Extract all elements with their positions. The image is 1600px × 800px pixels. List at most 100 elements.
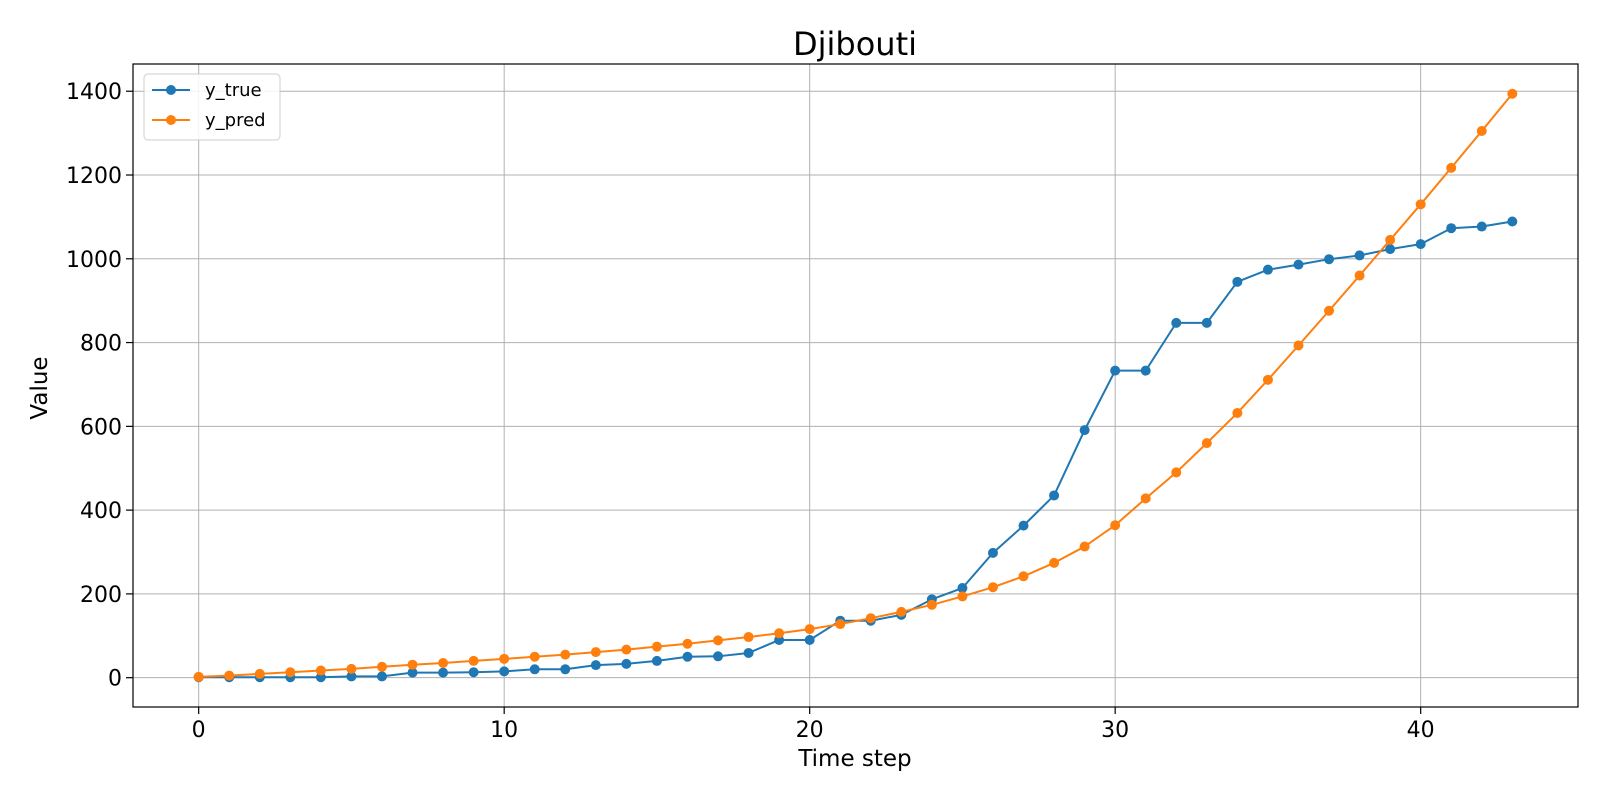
data-point: [1507, 216, 1518, 227]
data-point: [682, 651, 693, 662]
data-point: [987, 547, 998, 558]
data-point: [1293, 259, 1304, 270]
data-point: [499, 653, 510, 664]
legend-marker: [166, 85, 176, 95]
y-tick-label: 1000: [66, 248, 122, 273]
data-point: [1171, 467, 1182, 478]
data-point: [957, 591, 968, 602]
data-point: [987, 582, 998, 593]
y-tick-label: 1200: [66, 164, 122, 189]
data-point: [346, 663, 357, 674]
data-point: [1140, 493, 1151, 504]
data-point: [315, 665, 326, 676]
data-point: [804, 624, 815, 635]
data-point: [1324, 254, 1335, 265]
data-point: [1049, 557, 1060, 568]
data-point: [1079, 541, 1090, 552]
data-point: [1446, 223, 1457, 234]
data-point: [193, 671, 204, 682]
data-point: [743, 632, 754, 643]
data-point: [713, 635, 724, 646]
data-point: [285, 667, 296, 678]
data-point: [621, 658, 632, 669]
data-point: [1293, 340, 1304, 351]
data-point: [743, 647, 754, 658]
data-point: [651, 641, 662, 652]
data-point: [407, 667, 418, 678]
data-point: [621, 644, 632, 655]
data-point: [1201, 317, 1212, 328]
data-point: [590, 660, 601, 671]
data-point: [254, 668, 265, 679]
data-point: [468, 667, 479, 678]
legend-label: y_true: [205, 80, 262, 101]
data-point: [682, 638, 693, 649]
data-point: [957, 583, 968, 594]
data-point: [713, 651, 724, 662]
data-point: [529, 651, 540, 662]
data-point: [1171, 317, 1182, 328]
grid-lines: [133, 64, 1578, 707]
series-layer: [193, 88, 1518, 683]
data-point: [651, 655, 662, 666]
data-point: [1385, 234, 1396, 245]
data-point: [774, 628, 785, 639]
data-point: [560, 649, 571, 660]
legend-label: y_pred: [205, 110, 266, 131]
data-point: [1201, 438, 1212, 449]
data-point: [499, 666, 510, 677]
data-point: [376, 661, 387, 672]
x-tick-label: 30: [1101, 718, 1129, 743]
x-tick-label: 40: [1407, 718, 1435, 743]
data-point: [529, 664, 540, 675]
data-point: [1324, 305, 1335, 316]
series-line: [198, 220, 1513, 679]
data-point: [1140, 365, 1151, 376]
data-point: [1262, 374, 1273, 385]
y-tick-label: 1400: [66, 80, 122, 105]
data-point: [1079, 425, 1090, 436]
data-point: [804, 634, 815, 645]
data-point: [438, 667, 449, 678]
data-point: [1415, 239, 1426, 250]
data-point: [346, 671, 357, 682]
legend-entry: y_pred: [152, 110, 266, 131]
data-point: [1446, 162, 1457, 173]
x-tick-label: 20: [796, 718, 824, 743]
data-point: [1018, 520, 1029, 531]
chart-title: Djibouti: [793, 25, 917, 63]
y-tick-label: 200: [80, 583, 122, 608]
data-point: [1415, 199, 1426, 210]
data-point: [224, 670, 235, 681]
legend-marker: [166, 115, 176, 125]
y-axis-label: Value: [27, 356, 53, 419]
legend-entry: y_true: [152, 80, 262, 101]
data-point: [376, 671, 387, 682]
data-point: [407, 659, 418, 670]
data-point: [1110, 365, 1121, 376]
data-point: [590, 647, 601, 658]
data-point: [926, 599, 937, 610]
legend: y_true y_pred: [143, 73, 281, 141]
data-point: [1110, 520, 1121, 531]
data-point: [896, 606, 907, 617]
data-point: [438, 658, 449, 669]
x-axis-label: Time step: [797, 746, 911, 772]
data-point: [1262, 264, 1273, 275]
data-point: [1385, 244, 1396, 255]
data-point: [865, 613, 876, 624]
data-point: [1049, 490, 1060, 501]
data-point: [1476, 221, 1487, 232]
data-point: [1476, 126, 1487, 137]
y-tick-label: 600: [80, 415, 122, 440]
y-tick-label: 0: [108, 667, 122, 692]
data-point: [835, 619, 846, 630]
series-y-pred: [193, 88, 1518, 682]
y-tick-label: 400: [80, 499, 122, 524]
data-point: [1232, 407, 1243, 418]
series-y-true: [193, 216, 1518, 683]
plot-frame: [132, 63, 1579, 708]
y-tick-label: 800: [80, 332, 122, 357]
